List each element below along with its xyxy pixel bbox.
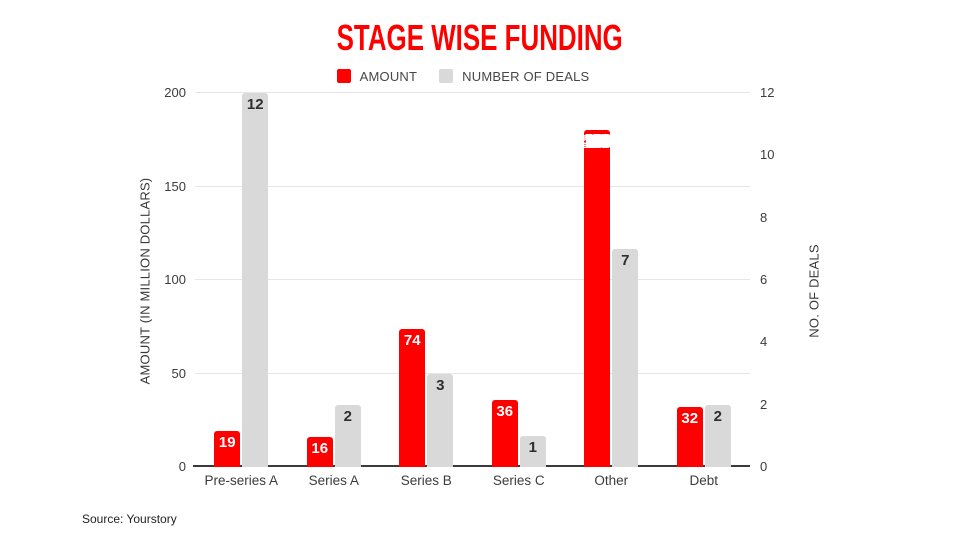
y-axis-right-tick: 4 [760, 334, 768, 350]
bar-value-label: 7 [621, 251, 630, 269]
bar-number-of-deals-other: 7 [612, 248, 639, 467]
bar-amount-pre-series-a: 19 [214, 431, 241, 467]
bar-amount-series-c: 36 [491, 399, 518, 467]
y-axis-right-tick: 2 [760, 396, 768, 412]
y-axis-left-tick: 100 [164, 272, 186, 287]
bar-value-label: 180 [584, 133, 610, 151]
y-axis-left-tick: 0 [178, 459, 186, 474]
bar-group-pre-series-a: 19 12 [195, 93, 288, 467]
y-axis-left-tick: 50 [171, 365, 186, 381]
bar-amount-other: 180 [584, 130, 611, 467]
category-label-pre-series-a: Pre-series A [204, 473, 279, 488]
bar-value-label: 3 [436, 376, 445, 394]
y-axis-right-tick: 12 [760, 85, 775, 100]
bar-amount-series-a: 16 [306, 437, 333, 467]
bar-value-label: 32 [681, 410, 699, 428]
y-axis-right-tick: 8 [760, 209, 768, 225]
bar-value-label: 12 [246, 96, 264, 113]
bar-value-label: 16 [311, 440, 329, 458]
bar-number-of-deals-series-b: 3 [427, 373, 454, 467]
bar-value-label: 36 [496, 402, 514, 420]
bar-value-label: 19 [218, 434, 236, 452]
bar-amount-series-b: 74 [399, 328, 426, 467]
bar-amount-debt: 32 [676, 407, 703, 467]
chart-title-text: STAGE WISE FUNDING [336, 17, 624, 58]
gridline [195, 279, 750, 280]
bar-value-label: 2 [713, 407, 722, 425]
legend-label-amount: AMOUNT [359, 68, 418, 84]
legend-item-amount: AMOUNT [336, 68, 418, 84]
source-note: Source: Yourstory [82, 512, 177, 526]
category-label-series-a: Series A [308, 473, 359, 488]
gridline [195, 185, 750, 187]
y-axis-right-tick: 6 [760, 272, 768, 287]
amount-swatch-icon [336, 69, 351, 83]
legend-item-deals: NUMBER OF DEALS [439, 69, 589, 84]
category-label-debt: Debt [689, 473, 719, 488]
plot-area: 0 50 100 150 200 0 2 4 6 8 10 12 19 12 16 2 74 3 36 1 180 7… [164, 85, 774, 488]
bar-group-other: 180 7 [565, 93, 658, 467]
y-axis-right-tick: 10 [760, 147, 775, 163]
gridline [195, 92, 750, 93]
legend-label-deals: NUMBER OF DEALS [462, 68, 590, 84]
y-axis-left-tick: 150 [164, 178, 186, 194]
deals-swatch-icon [439, 69, 454, 83]
y-axis-right-tick: 0 [760, 459, 768, 474]
bar-number-of-deals-series-a: 2 [334, 404, 361, 467]
chart-title: STAGE WISE FUNDING [0, 19, 960, 57]
bar-group-series-b: 74 3 [380, 93, 473, 467]
bar-number-of-deals-series-c: 1 [519, 435, 546, 467]
bar-group-series-c: 36 1 [473, 93, 566, 467]
bar-value-label: 74 [403, 331, 421, 349]
bar-group-debt: 32 2 [658, 93, 751, 467]
legend: AMOUNT NUMBER OF DEALS [0, 66, 926, 86]
bar-number-of-deals-pre-series-a: 12 [242, 93, 269, 467]
bar-group-series-a: 16 2 [288, 93, 381, 467]
y-axis-right-title: NO. OF DEALS [806, 244, 822, 338]
y-axis-left-tick: 200 [164, 85, 186, 100]
category-label-series-b: Series B [400, 473, 452, 488]
category-label-series-c: Series C [492, 473, 545, 488]
bar-number-of-deals-debt: 2 [704, 404, 731, 467]
x-axis-line [193, 465, 750, 467]
bar-value-label: 2 [343, 407, 352, 425]
gridline [195, 372, 750, 374]
bars: 19 12 16 2 74 3 36 1 180 7 32 2 [195, 93, 750, 467]
x-axis-category-labels: Pre-series A Series A Series B Series C Othe… [195, 473, 750, 488]
bar-value-label: 1 [528, 438, 537, 456]
category-label-other: Other [594, 473, 629, 488]
